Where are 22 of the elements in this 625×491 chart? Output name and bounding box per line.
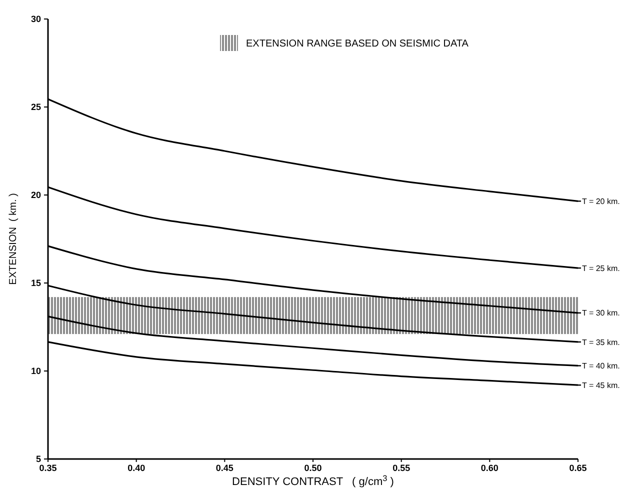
y-tick-label: 5 [36,454,41,464]
x-tick-label: 0.40 [128,463,146,473]
y-axis-title: EXTENSION ( km. ) [8,193,19,285]
x-tick-label: 0.35 [39,463,57,473]
y-tick-label: 25 [30,102,41,112]
x-tick-label: 0.65 [569,463,587,473]
y-tick-label: 15 [30,278,41,288]
legend-label: T = 40 km. [582,362,620,371]
y-tick-label: 20 [30,190,41,200]
x-tick-label: 0.55 [392,463,410,473]
legend-label: T = 35 km. [582,338,620,347]
legend-label: T = 20 km. [582,196,620,206]
legend-label: EXTENSION RANGE BASED ON SEISMIC DATA [246,38,469,50]
y-tick-label: 10 [30,366,41,376]
x-axis-title: DENSITY CONTRAST ( g/cm$^{3}$ ) [232,474,394,488]
legend-label: T = 25 km. [582,264,620,273]
x-tick-label: 0.45 [216,463,234,473]
x-tick-label: 0.50 [304,463,322,473]
legend-label: T = 30 km. [582,308,620,318]
x-tick-label: 0.60 [480,463,498,473]
legend-label: T = 45 km. [582,380,620,390]
y-tick-label: 30 [30,14,41,24]
